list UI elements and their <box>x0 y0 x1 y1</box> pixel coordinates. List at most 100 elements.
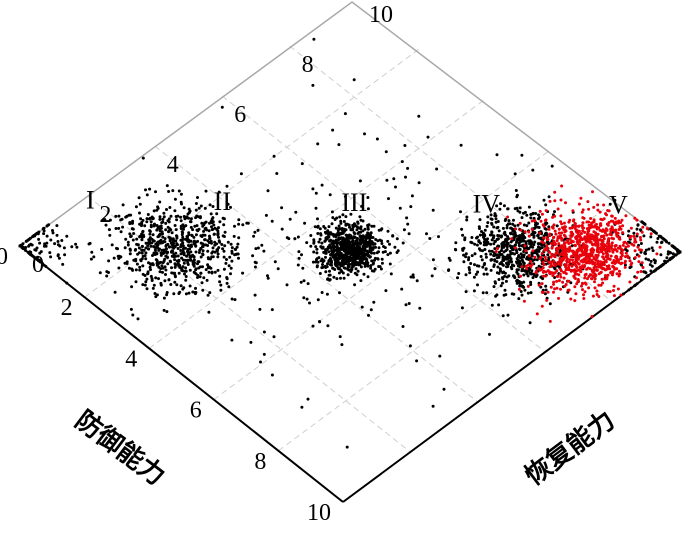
data-point <box>595 225 599 229</box>
data-point <box>158 239 162 243</box>
data-point <box>526 269 529 273</box>
data-point <box>326 277 330 281</box>
data-point <box>306 397 310 401</box>
data-point <box>406 166 410 170</box>
data-point <box>609 254 613 258</box>
data-point <box>584 239 588 243</box>
data-point <box>495 256 499 260</box>
data-point <box>564 263 567 267</box>
data-point <box>230 297 234 301</box>
data-point <box>113 290 117 294</box>
data-point <box>251 254 255 258</box>
data-point <box>577 262 581 266</box>
data-point <box>573 299 577 303</box>
data-point <box>300 162 304 166</box>
data-point <box>597 283 601 287</box>
data-point <box>351 228 355 232</box>
data-point <box>600 277 604 281</box>
data-point <box>317 256 321 260</box>
data-point <box>168 259 172 263</box>
data-point <box>312 37 316 41</box>
data-point <box>567 249 571 253</box>
data-point <box>495 260 499 264</box>
data-point <box>351 226 355 229</box>
data-point <box>571 253 575 257</box>
data-point <box>190 233 194 237</box>
data-point <box>600 242 603 246</box>
data-point <box>168 206 172 209</box>
data-point <box>442 387 446 391</box>
data-point <box>58 244 62 248</box>
data-point <box>65 234 69 238</box>
data-point <box>358 179 362 183</box>
data-point <box>530 233 534 236</box>
data-point <box>160 221 164 225</box>
data-point <box>467 258 470 262</box>
data-point <box>197 260 201 264</box>
data-point <box>581 281 584 285</box>
data-point <box>201 233 205 237</box>
data-point <box>195 224 199 228</box>
data-point <box>546 290 550 294</box>
data-point <box>331 216 335 220</box>
data-point <box>595 248 599 252</box>
data-point <box>570 244 574 248</box>
data-point <box>167 220 171 224</box>
data-point <box>548 250 551 254</box>
data-point <box>426 135 430 139</box>
data-point <box>221 247 225 251</box>
data-point <box>544 203 548 207</box>
data-point <box>345 236 349 240</box>
data-point <box>360 305 364 309</box>
data-point <box>597 250 601 254</box>
data-point <box>181 287 185 291</box>
data-point <box>482 235 485 239</box>
data-point <box>577 255 581 259</box>
data-point <box>635 232 639 236</box>
grid-line <box>154 145 479 403</box>
data-point <box>372 251 376 255</box>
data-point <box>215 212 219 216</box>
data-point <box>513 224 517 228</box>
data-point <box>337 232 341 236</box>
data-point <box>470 241 474 245</box>
data-point <box>216 252 220 256</box>
data-point <box>153 292 157 295</box>
data-point <box>647 258 650 262</box>
data-point <box>570 264 574 268</box>
data-point <box>208 203 212 207</box>
data-point <box>615 249 619 253</box>
data-point <box>512 229 516 233</box>
data-point <box>137 251 141 255</box>
data-point <box>592 256 596 260</box>
data-point <box>509 259 513 263</box>
data-point <box>601 228 605 232</box>
data-point <box>565 257 569 261</box>
data-point <box>173 197 177 201</box>
data-point <box>141 264 145 268</box>
data-point <box>606 209 610 212</box>
data-point <box>366 261 370 265</box>
data-point <box>361 219 365 223</box>
data-point <box>585 261 589 265</box>
data-point <box>207 270 211 274</box>
data-point <box>541 260 545 264</box>
data-point <box>615 231 619 235</box>
data-point <box>168 239 172 243</box>
data-point <box>199 271 203 275</box>
data-point <box>237 256 240 260</box>
data-point <box>213 240 217 244</box>
data-point <box>313 225 317 229</box>
data-point <box>388 242 391 246</box>
data-point <box>606 223 610 227</box>
data-point <box>170 254 174 258</box>
data-point <box>165 208 168 211</box>
data-point <box>483 228 487 232</box>
data-point <box>189 217 193 221</box>
data-point <box>258 307 262 311</box>
data-point <box>159 224 163 228</box>
data-point <box>212 223 216 227</box>
data-point <box>144 246 148 250</box>
data-point <box>506 265 510 269</box>
data-point <box>229 242 233 246</box>
